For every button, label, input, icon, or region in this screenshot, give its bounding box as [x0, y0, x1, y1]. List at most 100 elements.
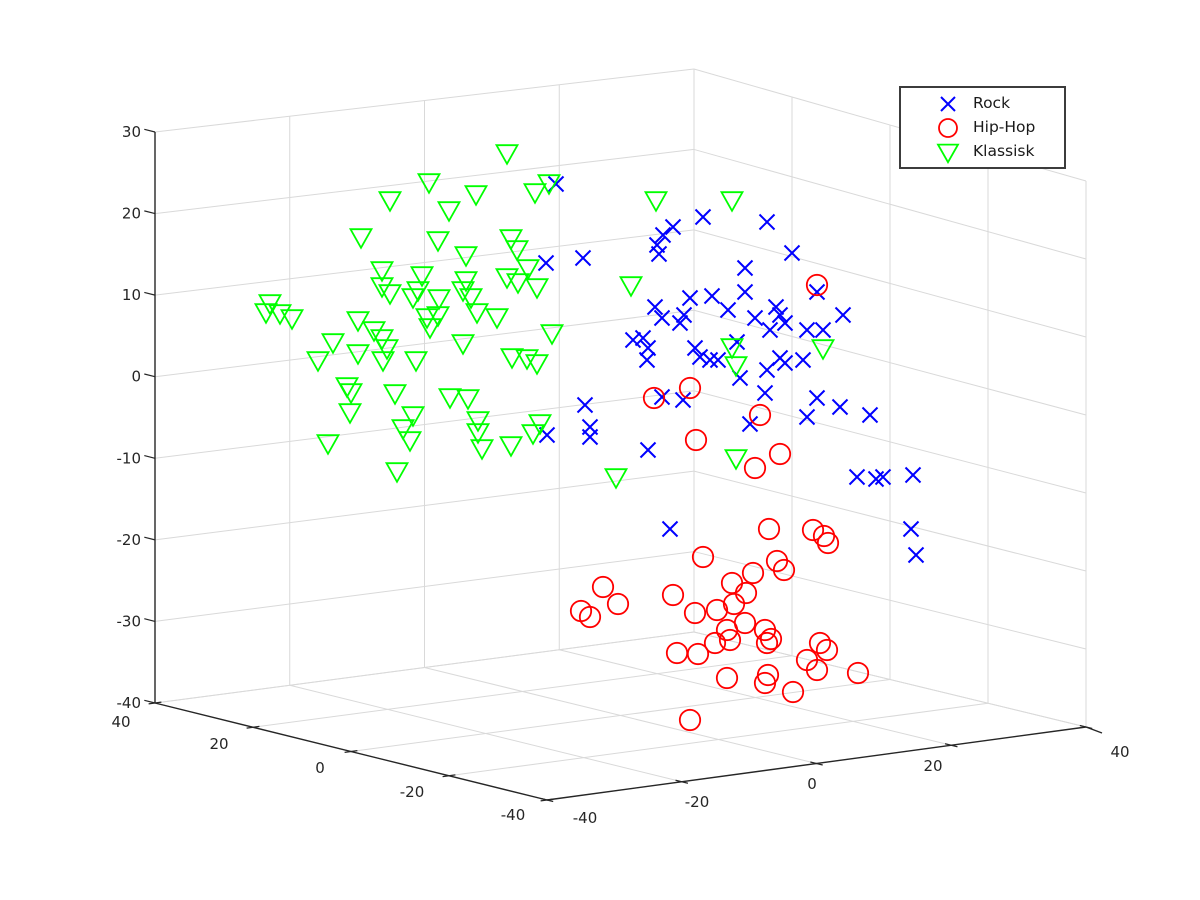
data-point-rock [674, 391, 692, 409]
data-point-klassisk [484, 308, 510, 330]
data-point-klassisk [437, 388, 463, 410]
data-point-klassisk [390, 419, 416, 441]
data-point-hip-hop [781, 680, 805, 704]
data-point-rock [701, 351, 719, 369]
data-point-hip-hop [757, 517, 781, 541]
data-point-rock [741, 415, 759, 433]
data-point-rock [638, 351, 656, 369]
data-point-hip-hop [755, 631, 779, 655]
y-tick-label: -40 [501, 806, 526, 824]
data-point-klassisk [505, 273, 531, 295]
x-tick-label: 40 [1110, 743, 1129, 761]
legend-item-rock: Rock [901, 92, 1064, 116]
data-point-rock [907, 546, 925, 564]
z-tick [144, 128, 156, 133]
data-point-klassisk [405, 281, 431, 303]
data-point-klassisk [504, 240, 530, 262]
x-tick [810, 761, 823, 766]
data-point-rock [703, 287, 721, 305]
data-point-rock [728, 333, 746, 351]
data-point-rock [664, 218, 682, 236]
z-tick-label: -20 [117, 531, 142, 549]
data-point-klassisk [810, 339, 836, 361]
z-tick [144, 291, 156, 296]
legend-label-rock: Rock [973, 93, 1011, 112]
data-point-klassisk [253, 303, 279, 325]
data-point-rock [650, 245, 668, 263]
data-point-hip-hop [743, 456, 767, 480]
data-point-klassisk [524, 354, 550, 376]
data-point-klassisk [417, 318, 443, 340]
data-point-klassisk [494, 144, 520, 166]
data-point-hip-hop [846, 661, 870, 685]
x-tick-label: 0 [807, 775, 817, 793]
data-point-klassisk [400, 288, 426, 310]
data-point-rock [814, 321, 832, 339]
data-point-hip-hop [722, 592, 746, 616]
data-point-rock [537, 254, 555, 272]
data-point-klassisk [498, 436, 524, 458]
data-point-klassisk [403, 351, 429, 373]
data-point-rock [574, 249, 592, 267]
data-point-hip-hop [808, 631, 832, 655]
data-point-rock [798, 408, 816, 426]
y-tick [246, 725, 260, 729]
data-point-rock [646, 298, 664, 316]
triangle-marker-icon [936, 143, 960, 164]
data-point-rock [783, 244, 801, 262]
z-tick-label: 30 [122, 123, 141, 141]
data-point-hip-hop [705, 598, 729, 622]
x-tick [944, 743, 958, 748]
data-point-rock [581, 428, 599, 446]
data-point-hip-hop [772, 558, 796, 582]
data-point-klassisk [603, 468, 629, 490]
z-tick [144, 618, 156, 623]
data-point-hip-hop [684, 428, 708, 452]
data-point-rock [756, 384, 774, 402]
data-point-hip-hop [606, 592, 630, 616]
z-tick [144, 373, 156, 378]
data-point-klassisk [522, 183, 548, 205]
data-point-klassisk [377, 191, 403, 213]
data-point-hip-hop [753, 671, 777, 695]
z-tick-label: 20 [122, 205, 141, 223]
data-point-klassisk [315, 434, 341, 456]
data-point-klassisk [453, 246, 479, 268]
data-point-hip-hop [661, 583, 685, 607]
data-point-klassisk [382, 384, 408, 406]
data-point-rock [576, 396, 594, 414]
data-point-rock [831, 398, 849, 416]
data-point-klassisk [643, 191, 669, 213]
data-point-rock [736, 283, 754, 301]
data-point-klassisk [400, 406, 426, 428]
data-point-rock [675, 306, 693, 324]
y-tick [148, 701, 162, 705]
data-point-rock [719, 301, 737, 319]
data-point-rock [761, 321, 779, 339]
y-tick-label: 0 [315, 759, 325, 777]
data-point-klassisk [338, 383, 364, 405]
data-point-rock [639, 441, 657, 459]
data-point-rock [624, 331, 642, 349]
data-point-hip-hop [741, 561, 765, 585]
data-point-klassisk [409, 266, 435, 288]
z-tick-label: -30 [117, 612, 142, 630]
data-point-hip-hop [748, 403, 772, 427]
data-point-klassisk [465, 423, 491, 445]
data-point-hip-hop [703, 631, 727, 655]
z-tick-label: -10 [117, 449, 142, 467]
data-point-klassisk [499, 348, 525, 370]
legend-item-hiphop: Hip-Hop [901, 116, 1064, 140]
data-point-hip-hop [805, 658, 829, 682]
data-point-klassisk [361, 321, 387, 343]
data-point-hip-hop [765, 549, 789, 573]
y-tick [442, 774, 456, 778]
data-point-rock [654, 226, 672, 244]
data-point-rock [902, 520, 920, 538]
data-point-klassisk [498, 229, 524, 251]
data-point-rock [771, 306, 789, 324]
data-point-hip-hop [578, 605, 602, 629]
data-point-rock [746, 309, 764, 327]
y-tick-label: 20 [209, 735, 228, 753]
data-point-klassisk [618, 276, 644, 298]
